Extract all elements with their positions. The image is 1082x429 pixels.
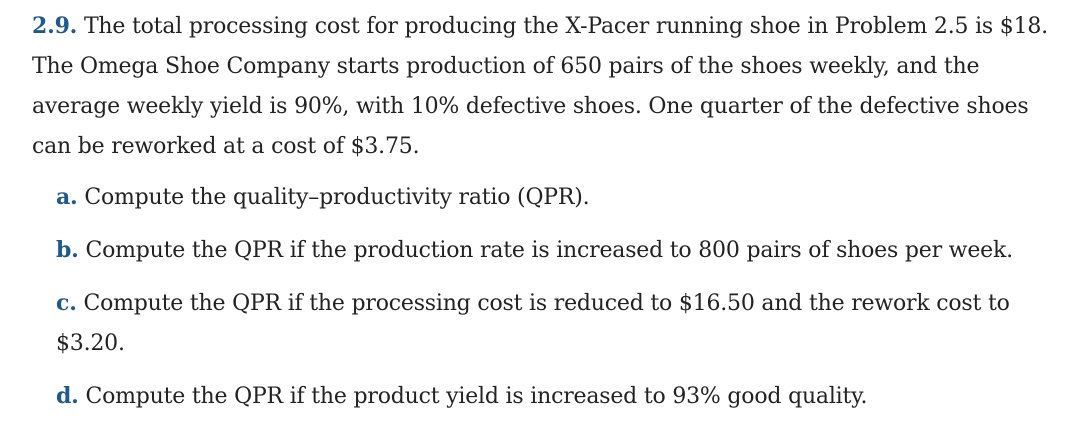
problem-parts: a. Compute the quality–productivity rati… xyxy=(32,177,1072,417)
part-letter: b. xyxy=(56,237,79,263)
part-text: Compute the QPR if the processing cost i… xyxy=(56,291,1010,356)
part-letter: c. xyxy=(56,290,77,316)
part-b: b. Compute the QPR if the production rat… xyxy=(56,230,1072,271)
problem-text: The total processing cost for producing … xyxy=(32,14,1048,159)
part-text: Compute the QPR if the product yield is … xyxy=(85,384,868,409)
part-letter: d. xyxy=(56,383,79,409)
part-text: Compute the QPR if the production rate i… xyxy=(85,238,1013,263)
problem-number: 2.9. xyxy=(32,13,78,39)
problem-2-9: 2.9. The total processing cost for produ… xyxy=(32,6,1072,429)
part-d: d. Compute the QPR if the product yield … xyxy=(56,376,1072,417)
part-letter: a. xyxy=(56,184,78,210)
part-text: Compute the quality–productivity ratio (… xyxy=(84,185,590,210)
part-a: a. Compute the quality–productivity rati… xyxy=(56,177,1072,218)
problem-statement: 2.9. The total processing cost for produ… xyxy=(32,6,1072,167)
part-c: c. Compute the QPR if the processing cos… xyxy=(56,283,1072,364)
